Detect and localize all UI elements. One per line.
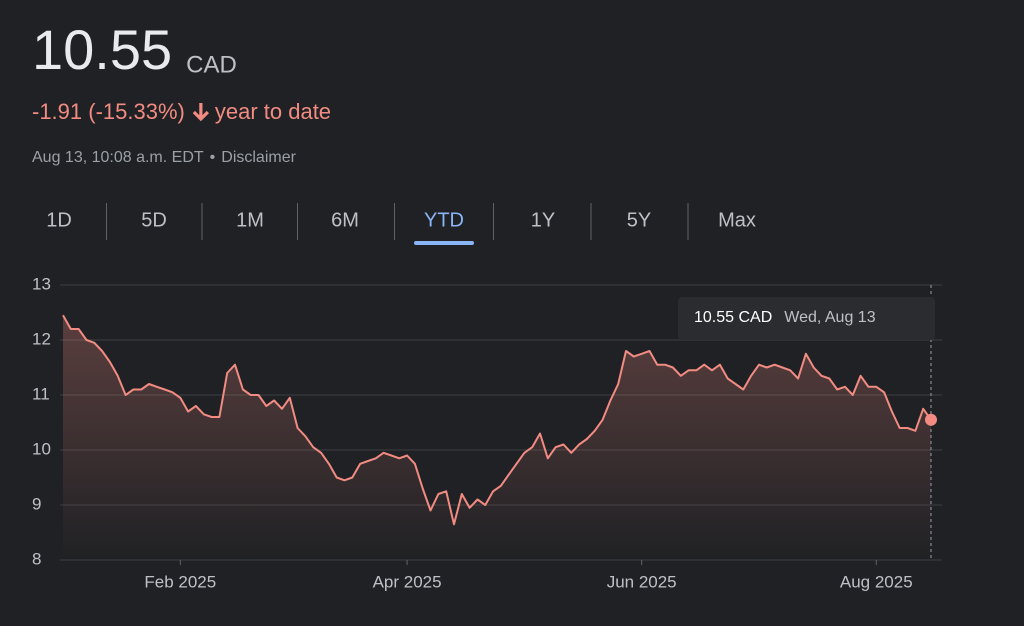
tooltip-box <box>678 297 935 340</box>
down-arrow <box>192 103 209 122</box>
y-tick-label: 10 <box>32 439 51 458</box>
range-tab[interactable]: 1M <box>236 209 264 231</box>
y-tick-label: 11 <box>32 384 50 403</box>
period: year to date <box>215 99 331 124</box>
range-tab[interactable]: 6M <box>331 209 359 231</box>
price-line <box>62 314 932 526</box>
separator: • <box>210 149 216 166</box>
x-tick-label: Apr 2025 <box>373 572 442 591</box>
range-tab[interactable]: 1D <box>46 209 72 231</box>
x-tick-label: Aug 2025 <box>840 572 913 591</box>
x-tick-label: Jun 2025 <box>607 572 677 591</box>
tooltip-date: Wed, Aug 13 <box>784 309 875 326</box>
area-fill <box>63 315 931 560</box>
y-tick-label: 9 <box>32 494 41 513</box>
y-tick-label: 12 <box>32 329 51 348</box>
change: -1.91 (-15.33%) <box>32 99 185 124</box>
timestamp: Aug 13, 10:08 a.m. EDT <box>32 149 204 166</box>
range-tab[interactable]: 5D <box>141 209 167 231</box>
tooltip-price: 10.55 CAD <box>694 309 772 326</box>
x-tick-label: Feb 2025 <box>144 572 216 591</box>
range-tab[interactable]: 5Y <box>627 209 651 231</box>
selected-underline <box>414 241 474 245</box>
price: 10.55 <box>32 18 172 81</box>
y-tick-label: 13 <box>32 274 51 293</box>
currency: CAD <box>186 51 237 78</box>
y-tick-label: 8 <box>32 549 41 568</box>
range-tab[interactable]: 1Y <box>531 209 555 231</box>
disclaimer-link[interactable]: Disclaimer <box>221 149 296 166</box>
range-tab[interactable]: YTD <box>424 209 464 231</box>
range-tab[interactable]: Max <box>718 209 756 231</box>
hover-dot <box>925 413 937 426</box>
